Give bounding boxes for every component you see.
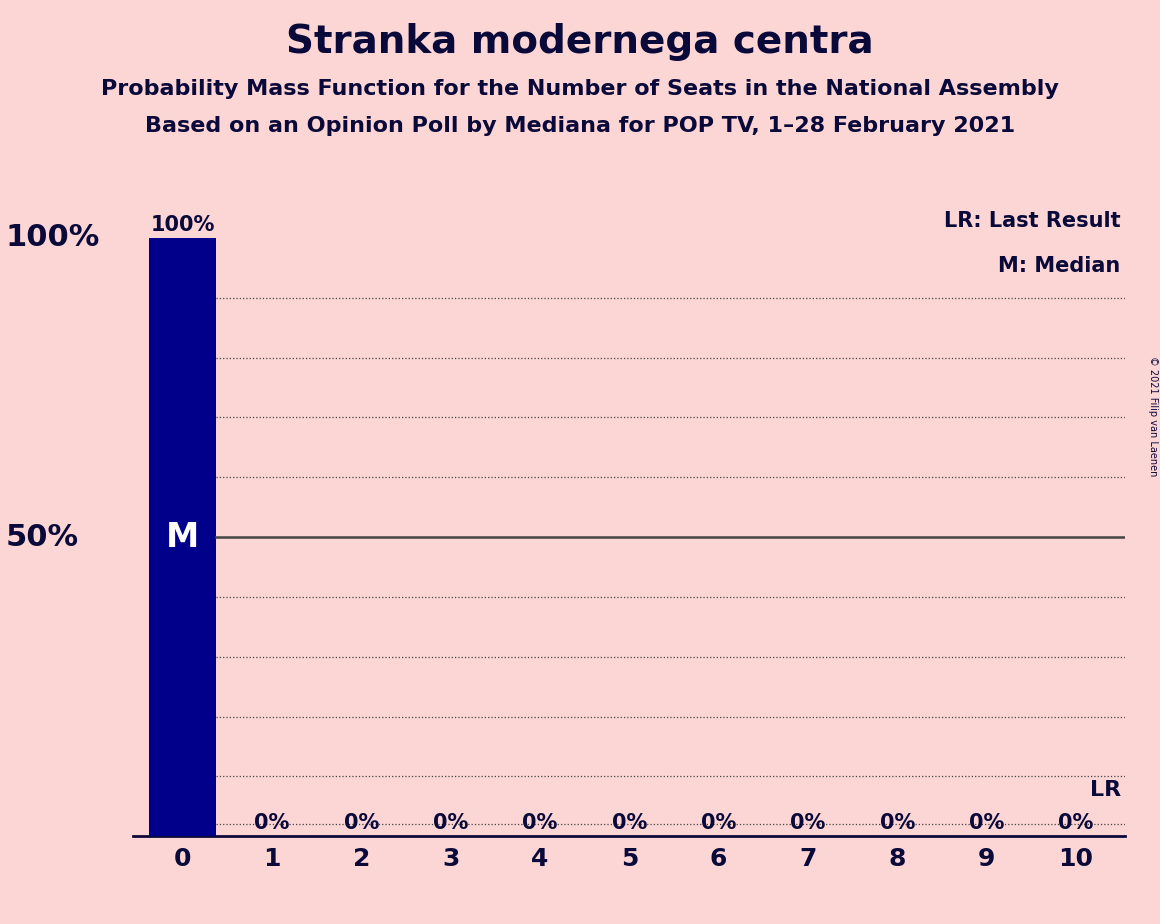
- Text: 0%: 0%: [611, 813, 647, 833]
- Text: 0%: 0%: [522, 813, 558, 833]
- Text: 0%: 0%: [254, 813, 290, 833]
- Text: Probability Mass Function for the Number of Seats in the National Assembly: Probability Mass Function for the Number…: [101, 79, 1059, 99]
- Text: Stranka modernega centra: Stranka modernega centra: [287, 23, 873, 61]
- Text: Based on an Opinion Poll by Mediana for POP TV, 1–28 February 2021: Based on an Opinion Poll by Mediana for …: [145, 116, 1015, 136]
- Text: 0%: 0%: [433, 813, 469, 833]
- Text: M: M: [166, 520, 200, 553]
- Text: 50%: 50%: [6, 522, 79, 552]
- Text: 0%: 0%: [343, 813, 379, 833]
- Bar: [148, 237, 216, 836]
- Text: 0%: 0%: [879, 813, 915, 833]
- Text: 0%: 0%: [701, 813, 737, 833]
- Text: 100%: 100%: [6, 224, 100, 252]
- Text: 100%: 100%: [151, 214, 215, 235]
- Text: M: Median: M: Median: [999, 256, 1121, 276]
- Text: 0%: 0%: [1058, 813, 1094, 833]
- Text: © 2021 Filip van Laenen: © 2021 Filip van Laenen: [1147, 356, 1158, 476]
- Text: 0%: 0%: [790, 813, 826, 833]
- Text: 0%: 0%: [969, 813, 1005, 833]
- Text: LR: LR: [1089, 780, 1121, 800]
- Text: LR: Last Result: LR: Last Result: [944, 211, 1121, 231]
